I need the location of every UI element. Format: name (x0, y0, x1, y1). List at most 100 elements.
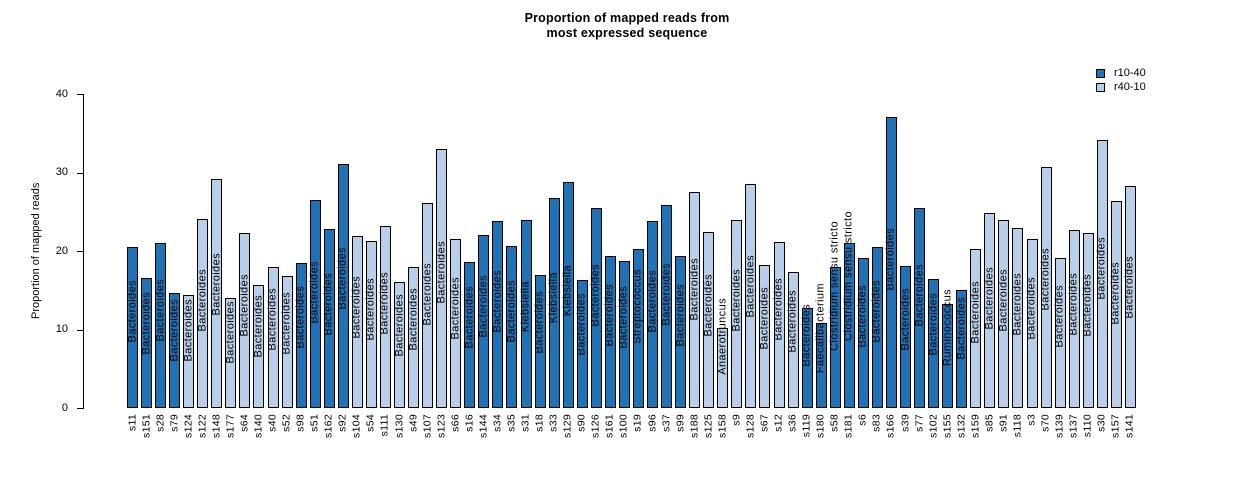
bar-s30: Bacteroides (1095, 139, 1108, 408)
x-tick-label: s137 (1067, 414, 1080, 438)
bar-taxon-label: Bacteroides (350, 275, 363, 339)
x-tick-label: s102 (927, 414, 940, 438)
bar-s125: Bacteroides (702, 232, 715, 408)
bar-taxon-label: Bacteroides (266, 288, 279, 351)
bar-s128: Bacteroides (744, 184, 757, 408)
bar-taxon-label: Bacteroides (1011, 272, 1024, 336)
x-tick-label: s16 (463, 414, 476, 432)
x-tick-label: s99 (674, 414, 687, 432)
x-tick-label: s140 (252, 414, 265, 438)
bar-taxon-label: Bacteroides (884, 228, 897, 291)
x-tick-label: s54 (364, 414, 377, 432)
x-tick-label: s66 (449, 414, 462, 432)
bar-s11: Bacteroides (126, 247, 138, 408)
bar-taxon-label: Bacteroides (1095, 237, 1108, 300)
x-tick-label: s64 (238, 414, 251, 432)
bar-s51: Bacteroides (308, 199, 321, 408)
bar-s159: Bacteroides (969, 249, 982, 408)
bar-taxon-label: Bacteroides (856, 284, 869, 348)
x-tick-label: s58 (828, 414, 841, 432)
bar-s140: Bacteroides (252, 284, 265, 408)
bar-s31: Klebsiella (520, 220, 532, 408)
x-tick-label: s39 (899, 414, 912, 432)
bar-taxon-label: Klebsiella (561, 265, 574, 317)
x-tick-label: s19 (631, 414, 644, 432)
x-tick-label: s31 (519, 414, 532, 432)
x-tick-label: s124 (182, 414, 195, 438)
bar-taxon-label: Bacteroides (196, 268, 209, 332)
bar-taxon-label: Bacteroides (322, 272, 335, 336)
x-tick-label: s177 (224, 414, 237, 438)
bar-s123: Bacteroides (435, 148, 448, 408)
x-tick-label: s49 (407, 414, 420, 432)
x-tick-label: s40 (266, 414, 279, 432)
bar-taxon-label: Bacteroides (435, 240, 448, 304)
bar-s130: Bacteroides (393, 281, 406, 408)
bar-s102: Bacteroides (927, 279, 940, 408)
x-tick-label: s9 (730, 414, 743, 426)
bar-s166: Bacteroides (884, 116, 897, 408)
bar-taxon-label: Bacteroides (617, 285, 630, 349)
bar-taxon-label: Bacteroides (407, 287, 420, 351)
bar-s3: Bacteroides (1026, 239, 1038, 408)
bar-s118: Bacteroides (1011, 228, 1024, 408)
bar-s96: Bacteroides (646, 221, 659, 408)
x-tick-label: s12 (772, 414, 785, 432)
chart-title: Proportion of mapped reads from most exp… (327, 11, 927, 40)
bar-taxon-label: Bacteroides (224, 300, 237, 364)
bar-s18: Bacteroides (533, 274, 546, 408)
bar-taxon-label: Bacteroides (182, 299, 195, 362)
bar-taxon-label: Bacteroides (899, 287, 912, 351)
x-tick-label: s161 (603, 414, 616, 438)
x-tick-label: s104 (350, 414, 363, 438)
legend-swatch-icon (1096, 68, 1105, 78)
bar-taxon-label: Bacteroides (378, 271, 391, 335)
bar-s122: Bacteroides (196, 218, 209, 408)
x-tick-label: s51 (308, 414, 321, 432)
bar-s180: Faecalibacterium (815, 283, 827, 408)
bar-s85: Bacteroides (983, 213, 996, 408)
bar-taxon-label: Bacteroides (983, 266, 996, 330)
x-tick-label: s35 (505, 414, 518, 432)
bar-taxon-label: Bacteroides (280, 291, 293, 355)
bar-taxon-label: Bacteroides (393, 293, 406, 357)
x-tick-label: s162 (322, 414, 335, 438)
bar-taxon-label: Bacteroides (758, 287, 771, 350)
y-tick-label: 10 (55, 323, 68, 335)
bar-s104: Bacteroides (350, 236, 363, 408)
bar-s181: Clostridium sensu stricto (843, 211, 855, 408)
bar-taxon-label: Bacteroides (533, 291, 546, 354)
bar-taxon-label: Bacteroides (449, 276, 462, 340)
legend-label: r10-40 (1114, 67, 1146, 79)
x-tick-label: s188 (688, 414, 701, 438)
bar-s177: Bacteroides (224, 298, 237, 408)
bar-s100: Bacteroides (617, 261, 630, 408)
bar-s77: Bacteroides (913, 207, 926, 408)
y-tick-label: 20 (55, 244, 68, 257)
bar-taxon-label: Bacteroides (308, 261, 321, 324)
x-tick-label: s128 (744, 414, 757, 438)
bar-s79: Bacteroides (168, 293, 181, 408)
bar-s9: Bacteroides (730, 220, 743, 408)
x-tick-label: s181 (842, 414, 855, 438)
bar-s161: Bacteroides (604, 255, 616, 408)
bar-s110: Bacteroides (1082, 232, 1094, 408)
y-tick-mark (77, 172, 83, 174)
x-tick-label: s28 (154, 414, 167, 432)
bar-s129: Klebsiella (561, 181, 574, 408)
bar-s141: Bacteroides (1124, 185, 1136, 408)
bar-taxon-label: Bacteroides (955, 297, 968, 360)
bar-taxon-label: Streptococcus (631, 268, 644, 344)
legend-entry-r40-10: r40-10 (1096, 80, 1146, 94)
bar-s58: Clostridium sensu stricto (829, 221, 841, 408)
bar-s34: Bacteroides (491, 221, 504, 408)
bar-taxon-label: Bacteroides (589, 264, 602, 327)
bar-taxon-label: Bacteroides (421, 262, 434, 326)
bar-taxon-label: Ruminococcus (941, 288, 954, 366)
x-tick-label: s83 (870, 414, 883, 432)
x-tick-label: s119 (800, 414, 813, 438)
bar-taxon-label: Bacteroides (252, 295, 265, 358)
bar-s124: Bacteroides (182, 294, 195, 408)
bar-taxon-label: Bacteroides (1067, 273, 1080, 336)
